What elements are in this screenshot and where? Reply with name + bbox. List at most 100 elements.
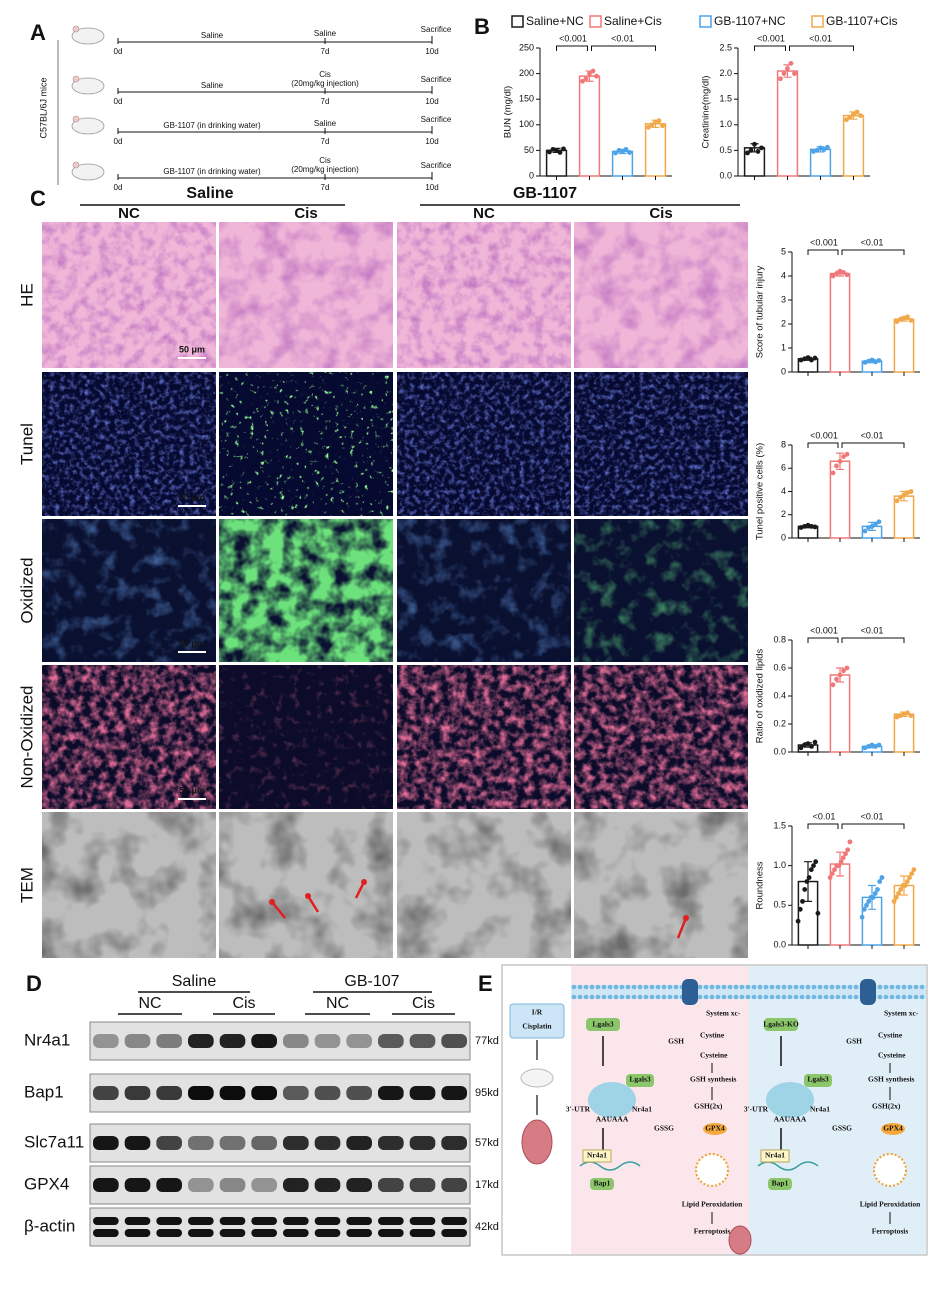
time-label: 0d (114, 47, 123, 56)
data-point (908, 318, 914, 323)
column-title: NC (326, 995, 349, 1012)
arrow-head (683, 915, 689, 921)
lipid-head (901, 994, 907, 1000)
bracket (841, 823, 905, 829)
band (409, 1178, 436, 1192)
protein: Lgals3 (807, 1075, 829, 1084)
data-point (869, 523, 875, 529)
y-axis-title: Tunel positive cells (%) (755, 443, 766, 540)
lipid-head (697, 994, 703, 1000)
lipid-head (793, 984, 799, 990)
band (124, 1217, 151, 1225)
lipid-head (889, 994, 895, 1000)
y-tick-label: 50 (524, 145, 534, 155)
micrograph-texture (42, 372, 216, 516)
y-tick-label: 2 (781, 509, 786, 519)
scale-bar-label: 50 μm (179, 492, 205, 502)
data-point (613, 150, 618, 156)
micrograph-texture (42, 665, 216, 809)
lipid-head (775, 984, 781, 990)
process: Lipid Peroxidation (860, 1200, 921, 1209)
y-axis-title: Score of tubular injury (755, 266, 766, 359)
lipid-head (919, 994, 925, 1000)
lipid-head (571, 984, 577, 990)
size-label: 17kd (475, 1179, 499, 1191)
band (93, 1034, 119, 1048)
lipid-head (709, 984, 715, 990)
metabolite: Cysteine (700, 1051, 728, 1060)
gene: Lgals3 (592, 1020, 614, 1029)
micrograph-texture (574, 812, 748, 958)
band (409, 1229, 436, 1237)
y-tick-label: 0.0 (719, 170, 732, 180)
metabolite: GSSG (832, 1124, 852, 1133)
band (93, 1136, 119, 1150)
band (219, 1034, 246, 1048)
data-point (580, 78, 585, 84)
data-point (832, 867, 837, 873)
band (378, 1034, 404, 1048)
band (219, 1217, 246, 1225)
endpoint: Sacrifice (421, 115, 452, 124)
mouse-ear (72, 161, 80, 169)
lipid-head (643, 994, 649, 1000)
lipid-head (745, 984, 751, 990)
scale-bar-label: 50 μm (179, 785, 205, 795)
data-point (841, 454, 846, 460)
bar (893, 713, 915, 753)
lipid-head (775, 994, 781, 1000)
legend-label: Saline+Cis (604, 14, 662, 28)
band (314, 1136, 341, 1150)
data-point (847, 839, 853, 845)
lipid-head (895, 984, 901, 990)
lipid-head (757, 984, 763, 990)
band (156, 1217, 182, 1225)
data-point (866, 898, 872, 904)
rna-label: 3'-UTR (566, 1105, 591, 1114)
lipid-head (811, 994, 817, 1000)
data-point (844, 451, 850, 457)
protein-box (804, 1074, 832, 1087)
regimen: Saline (201, 81, 224, 90)
column-title: NC (473, 205, 495, 222)
data-point (876, 519, 882, 525)
legend-swatch (699, 15, 712, 28)
data-point (858, 113, 863, 118)
column-title: NC (138, 995, 161, 1012)
target: Bap1 (594, 1179, 611, 1188)
target-box (768, 1178, 792, 1190)
band (378, 1178, 404, 1192)
y-tick-label: 0.0 (773, 746, 786, 756)
metabolite: GSH(2x) (694, 1102, 723, 1111)
blot (89, 1123, 471, 1163)
mouse-icon (71, 117, 105, 135)
micrograph-texture (574, 372, 748, 516)
data-point (830, 273, 836, 279)
band (188, 1178, 214, 1192)
column-title: Cis (232, 995, 255, 1012)
bar (776, 70, 799, 177)
lipid-head (661, 984, 667, 990)
band (219, 1229, 246, 1237)
data-point (656, 118, 662, 124)
micrograph-texture (397, 812, 571, 958)
bracket (789, 45, 854, 51)
y-tick-label: 4 (781, 486, 786, 496)
blot (89, 1073, 471, 1113)
band (441, 1229, 467, 1237)
metabolite: Cystine (878, 1031, 903, 1040)
data-point (561, 146, 566, 152)
lipid-head (799, 984, 805, 990)
column-title: Cis (649, 205, 672, 222)
lipid-head (607, 984, 613, 990)
data-point (836, 863, 842, 869)
data-point (812, 355, 818, 361)
band (93, 1178, 119, 1192)
bar (893, 318, 915, 373)
bracket (807, 249, 839, 255)
band (346, 1034, 372, 1048)
arrow-head (305, 893, 311, 899)
lipid-head (601, 984, 607, 990)
time-label: 10d (425, 97, 438, 106)
lipid-head (601, 994, 607, 1000)
